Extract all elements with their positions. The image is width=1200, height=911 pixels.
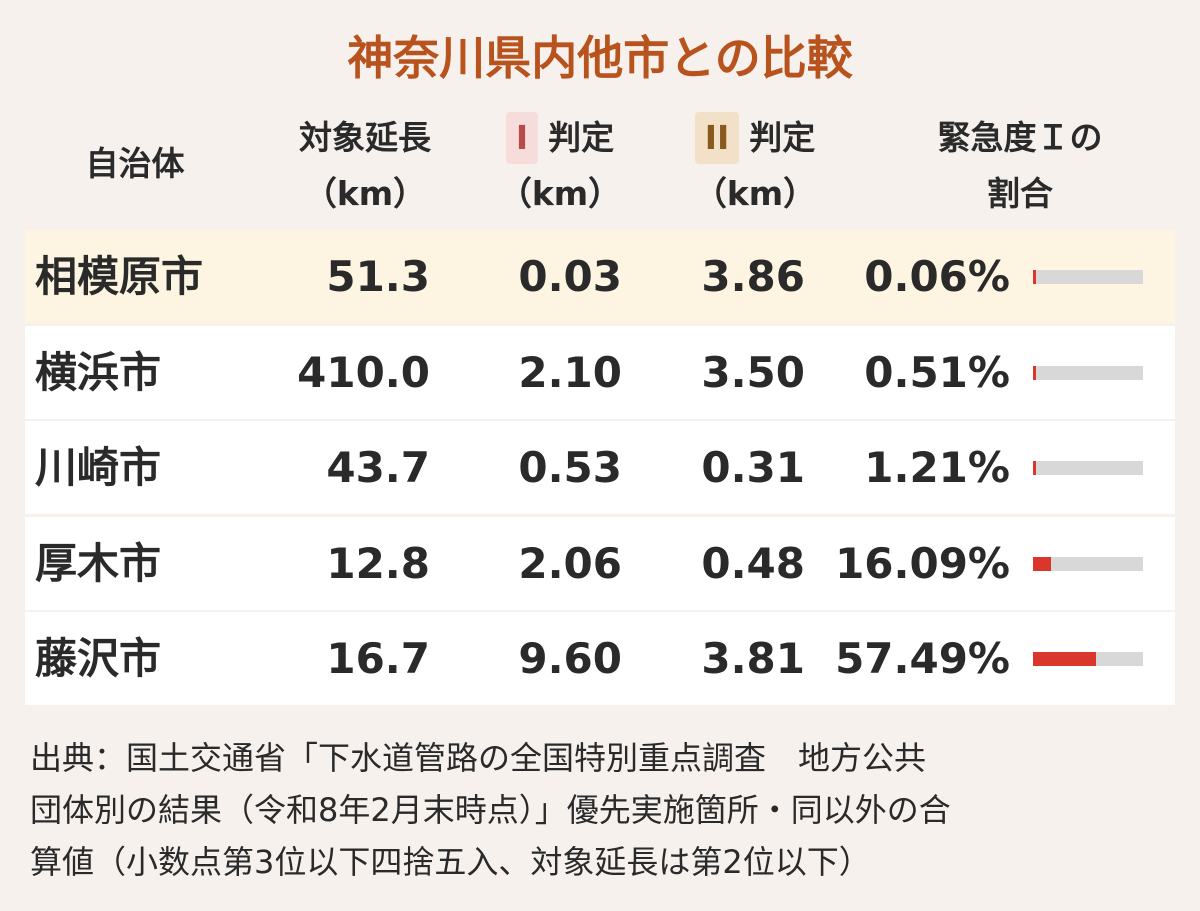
table-cell: 9.60 (518, 634, 622, 683)
title: 神奈川県内他市との比較 (347, 31, 853, 85)
table-cell: 16.7 (326, 634, 430, 683)
column-header: （km） (430, 168, 690, 220)
table-row (25, 230, 1175, 323)
footnote-line: 算値（小数点第3位以下四捨五入、対象延長は第2位以下） (30, 843, 871, 881)
bar-track (1033, 652, 1143, 666)
table-cell: 0.51% (864, 347, 1010, 397)
column-header-text: （km） (498, 174, 622, 213)
table-cell: 57.49% (835, 634, 1010, 683)
column-marker: I (505, 112, 539, 164)
bar-track (1033, 270, 1143, 284)
column-header: II 判定 (625, 112, 885, 164)
table-cell: 51.3 (326, 252, 430, 301)
column-header: I 判定 (430, 112, 690, 164)
city-name: 藤沢市 (35, 634, 162, 683)
city-name: 川崎市 (35, 443, 162, 492)
column-header: 割合 (890, 168, 1150, 220)
bar (1033, 556, 1051, 571)
footnote-line: 団体別の結果（令和8年2月末時点）」優先実施箇所・同以外の合 (30, 791, 951, 829)
table-cell: 0.06% (864, 252, 1010, 301)
table-cell: 2.10 (518, 347, 622, 397)
column-header: 自治体 (5, 138, 265, 190)
table-row (25, 325, 1175, 419)
table-row (25, 516, 1175, 610)
city-name: 厚木市 (35, 538, 162, 588)
footnote-line: 出典：国土交通省「下水道管路の全国特別重点調査 地方公共 (30, 739, 927, 777)
table-cell: 0.48 (701, 538, 805, 588)
table-cell: 16.09% (835, 538, 1010, 588)
column-header: 対象延長 (235, 112, 495, 164)
table-row (25, 421, 1175, 514)
table-cell: 3.81 (701, 634, 805, 683)
bar-track (1033, 461, 1143, 475)
column-header-text: 割合 (987, 174, 1053, 213)
bar-track (1033, 556, 1143, 571)
city-name: 横浜市 (35, 347, 162, 397)
column-marker: II (694, 112, 740, 164)
bar (1033, 365, 1036, 380)
column-header: 緊急度Ｉの (890, 112, 1150, 164)
column-header-text: 判定 (749, 118, 816, 157)
column-header-text: （km） (693, 174, 817, 213)
table-cell: 3.50 (701, 347, 805, 397)
bar (1033, 270, 1036, 284)
table-cell: 0.31 (701, 443, 805, 492)
column-header-text: （km） (303, 174, 427, 213)
column-header: （km） (235, 168, 495, 220)
table-cell: 1.21% (864, 443, 1010, 492)
bar-track (1033, 365, 1143, 380)
column-header-text: 自治体 (85, 144, 185, 183)
column-header: （km） (625, 168, 885, 220)
column-header-text: 対象延長 (299, 118, 431, 157)
table-cell: 0.53 (518, 443, 622, 492)
column-header-text: 判定 (548, 118, 615, 157)
table-cell: 12.8 (326, 538, 430, 588)
table-cell: 0.03 (518, 252, 622, 301)
table-cell: 3.86 (701, 252, 805, 301)
column-header-text: 緊急度Ｉの (937, 118, 1103, 157)
table-cell: 410.0 (297, 347, 430, 397)
table-row (25, 612, 1175, 705)
bar (1033, 461, 1036, 475)
table-cell: 2.06 (518, 538, 622, 588)
table-cell: 43.7 (326, 443, 430, 492)
bar (1033, 652, 1097, 666)
city-name: 相模原市 (35, 252, 204, 301)
